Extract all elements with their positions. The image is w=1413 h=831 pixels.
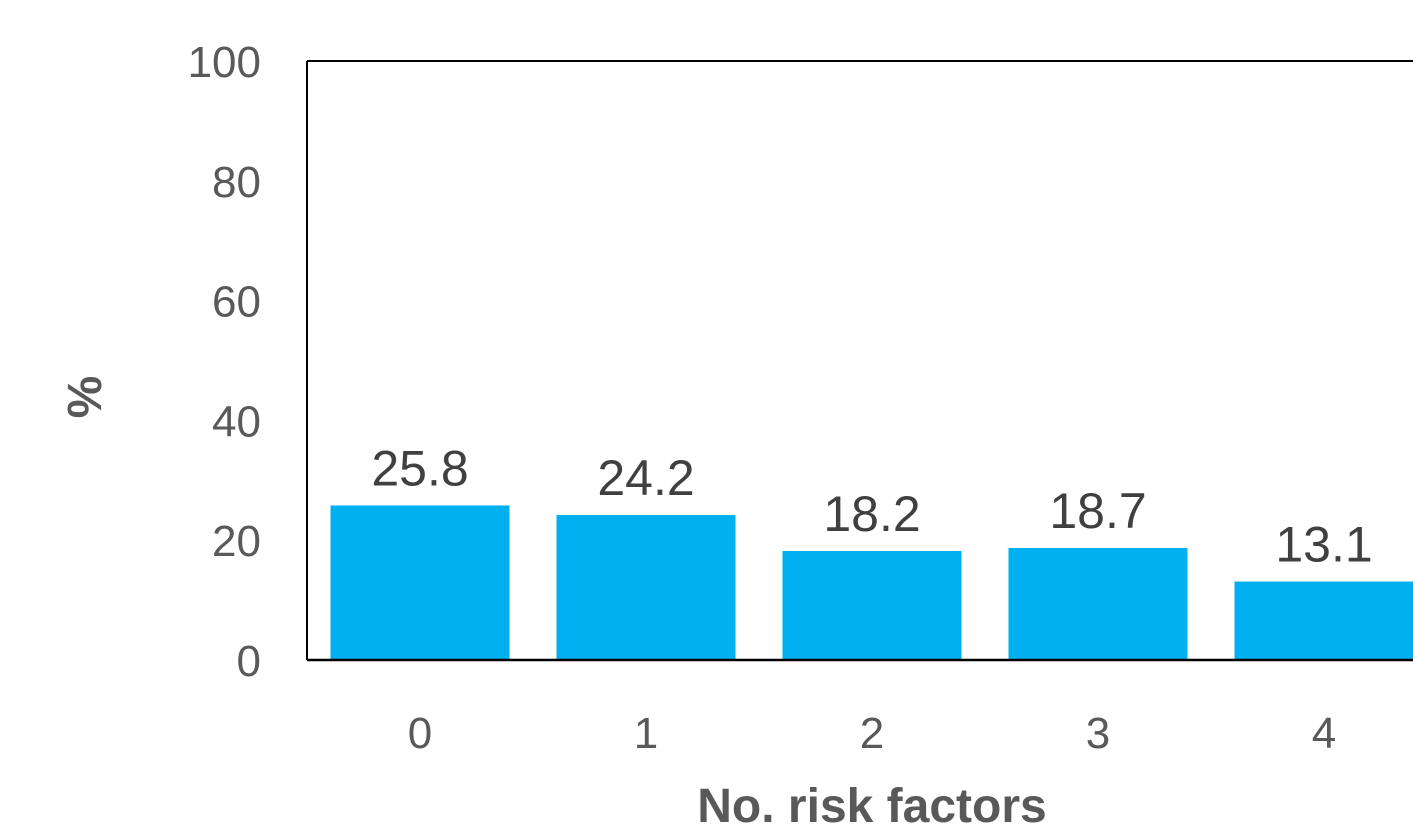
data-label-3: 18.7 xyxy=(1049,483,1146,539)
y-tick-label-20: 20 xyxy=(212,517,261,566)
plot-frame xyxy=(306,60,1413,660)
bar-3 xyxy=(1008,547,1188,660)
y-tick-label-80: 80 xyxy=(212,158,261,207)
x-tick-labels-group: 0 1 2 3 4 xyxy=(408,709,1336,758)
data-label-4: 13.1 xyxy=(1275,517,1372,573)
y-tick-label-60: 60 xyxy=(212,278,261,327)
y-tick-labels-group: 0 20 40 60 80 100 xyxy=(188,38,261,686)
bar-0 xyxy=(330,505,510,660)
x-tick-label-0: 0 xyxy=(408,709,432,758)
x-tick-label-3: 3 xyxy=(1086,709,1110,758)
data-labels-group: 25.8 24.2 18.2 18.7 13.1 xyxy=(371,440,1372,572)
y-axis-title: % xyxy=(59,376,112,419)
x-tick-label-2: 2 xyxy=(860,709,884,758)
bar-2 xyxy=(782,550,962,660)
y-tick-label-100: 100 xyxy=(188,38,261,87)
y-tick-label-0: 0 xyxy=(237,637,261,686)
bar-4 xyxy=(1234,581,1413,660)
x-axis-title: No. risk factors xyxy=(697,780,1046,831)
data-label-1: 24.2 xyxy=(597,450,694,506)
x-tick-label-4: 4 xyxy=(1312,709,1336,758)
data-label-0: 25.8 xyxy=(371,440,468,496)
x-tick-label-1: 1 xyxy=(634,709,658,758)
y-tick-label-40: 40 xyxy=(212,397,261,446)
bars-group xyxy=(330,505,1413,660)
data-label-2: 18.2 xyxy=(823,486,920,542)
bar-1 xyxy=(556,515,736,660)
